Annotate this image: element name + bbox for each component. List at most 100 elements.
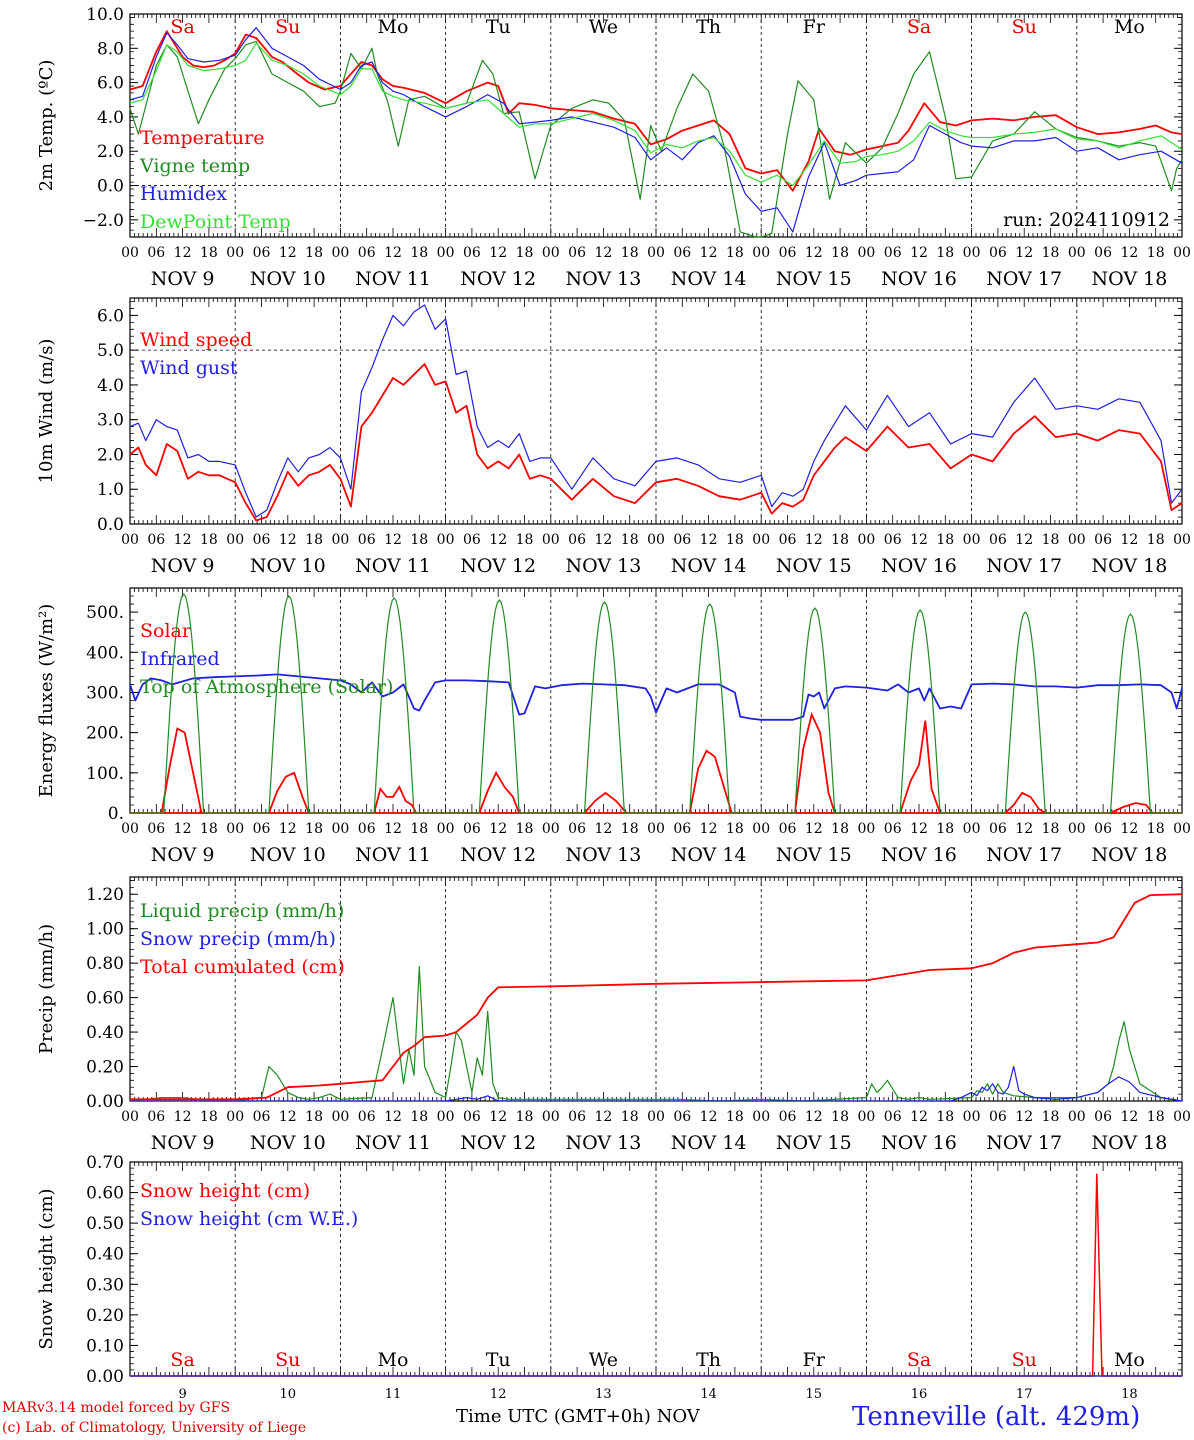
legend-entry: Humidex <box>140 183 227 205</box>
legend-entry: DewPoint Temp <box>140 211 291 233</box>
hour-tick-label: 12 <box>594 532 612 548</box>
legend-entry: Snow height (cm W.E.) <box>140 1208 358 1230</box>
hour-tick-label: 06 <box>463 821 481 837</box>
date-label: NOV 15 <box>776 268 852 290</box>
date-label: NOV 9 <box>151 555 215 577</box>
hour-tick-label: 12 <box>594 1109 612 1125</box>
hour-tick-label: 12 <box>1015 245 1033 261</box>
date-label: NOV 13 <box>565 1132 641 1154</box>
date-label: NOV 15 <box>776 555 852 577</box>
date-label: NOV 9 <box>151 268 215 290</box>
hour-tick-label: 18 <box>621 821 639 837</box>
date-label: NOV 15 <box>776 1132 852 1154</box>
date-label: NOV 11 <box>355 268 431 290</box>
bottom-day-number: 10 <box>280 1387 297 1402</box>
y-tick-label: 0.60 <box>86 989 124 1009</box>
day-name-bottom: Th <box>696 1349 721 1371</box>
hour-tick-label: 00 <box>542 1109 560 1125</box>
legend-entry: Top of Atmosphere (Solar) <box>140 676 393 698</box>
legend-entry: Wind gust <box>140 357 238 379</box>
hour-tick-label: 00 <box>121 1109 139 1125</box>
date-label: NOV 13 <box>565 268 641 290</box>
hour-tick-label: 06 <box>673 1109 691 1125</box>
hour-tick-label: 00 <box>331 1109 349 1125</box>
hour-tick-label: 18 <box>726 532 744 548</box>
hour-tick-label: 18 <box>200 1109 218 1125</box>
hour-tick-label: 18 <box>1042 1109 1060 1125</box>
hour-tick-label: 12 <box>174 821 192 837</box>
date-label: NOV 14 <box>671 555 747 577</box>
x-ticks <box>129 298 1183 524</box>
plot-frame <box>129 13 1183 238</box>
hour-tick-label: 18 <box>305 245 323 261</box>
legend-entry: Liquid precip (mm/h) <box>140 900 344 922</box>
y-tick-label: 500. <box>86 603 124 623</box>
hour-tick-label: 06 <box>989 821 1007 837</box>
series-line-infrared <box>129 673 1183 721</box>
hour-tick-label: 00 <box>226 821 244 837</box>
date-label: NOV 13 <box>565 555 641 577</box>
hour-tick-label: 06 <box>779 532 797 548</box>
hour-tick-label: 18 <box>831 245 849 261</box>
hour-tick-label: 06 <box>463 532 481 548</box>
date-label: NOV 16 <box>881 555 957 577</box>
hour-tick-label: 18 <box>1042 532 1060 548</box>
date-label: NOV 11 <box>355 844 431 866</box>
y-tick-label: 0.60 <box>86 1184 124 1204</box>
day-name-bottom: Mo <box>378 1349 409 1371</box>
y-minor-ticks <box>130 587 1182 814</box>
hour-tick-label: 00 <box>437 1109 455 1125</box>
hour-tick-label: 18 <box>621 245 639 261</box>
day-name-top: Th <box>696 16 721 38</box>
y-minor-ticks <box>130 301 1182 525</box>
lab-credit: (c) Lab. of Climatology, University of L… <box>2 1420 307 1436</box>
day-name-bottom: Sa <box>170 1349 194 1371</box>
series-line-liquid-precip-mm-h- <box>129 966 1183 1102</box>
y-tick-label: 0.00 <box>86 1367 124 1387</box>
hour-tick-label: 18 <box>936 821 954 837</box>
hour-tick-label: 00 <box>857 532 875 548</box>
y-tick-label: 200. <box>86 724 124 744</box>
hour-tick-label: 06 <box>253 821 271 837</box>
hour-tick-label: 00 <box>331 532 349 548</box>
hour-tick-label: 12 <box>594 821 612 837</box>
hour-tick-label: 06 <box>1094 245 1112 261</box>
hour-tick-label: 18 <box>1042 821 1060 837</box>
hour-tick-label: 00 <box>1173 821 1191 837</box>
hour-tick-label: 12 <box>700 821 718 837</box>
hour-tick-label: 06 <box>147 532 165 548</box>
hour-tick-label: 12 <box>384 532 402 548</box>
day-name-top: Fr <box>803 16 826 38</box>
bottom-day-number: 15 <box>806 1387 823 1402</box>
y-axis-title: 10m Wind (m/s) <box>36 339 57 484</box>
y-tick-label: 400. <box>86 643 124 663</box>
y-tick-label: 0.0 <box>97 177 124 197</box>
legend-entry: Solar <box>140 620 192 642</box>
y-tick-label: 2.0 <box>97 142 124 162</box>
hour-tick-label: 00 <box>647 532 665 548</box>
hour-tick-label: 06 <box>884 1109 902 1125</box>
legend-entry: Snow height (cm) <box>140 1180 310 1202</box>
hour-tick-label: 12 <box>910 1109 928 1125</box>
date-label: NOV 12 <box>460 1132 536 1154</box>
hour-tick-label: 06 <box>358 532 376 548</box>
hour-tick-label: 06 <box>779 821 797 837</box>
hour-tick-label: 18 <box>516 821 534 837</box>
day-name-top: Su <box>1012 16 1037 38</box>
hour-tick-label: 18 <box>516 245 534 261</box>
y-tick-label: 8.0 <box>97 39 124 59</box>
hour-tick-label: 18 <box>305 1109 323 1125</box>
hour-tick-label: 06 <box>358 245 376 261</box>
hour-tick-label: 00 <box>331 821 349 837</box>
date-label: NOV 11 <box>355 1132 431 1154</box>
y-tick-label: 6.0 <box>97 306 124 326</box>
x-ticks <box>129 14 1183 237</box>
y-tick-label: 2.0 <box>97 445 124 465</box>
hour-tick-label: 06 <box>989 1109 1007 1125</box>
hour-tick-label: 12 <box>279 821 297 837</box>
hour-tick-label: 12 <box>1015 532 1033 548</box>
hour-tick-label: 18 <box>1147 532 1165 548</box>
hour-tick-label: 12 <box>279 1109 297 1125</box>
hour-tick-label: 12 <box>594 245 612 261</box>
hour-tick-label: 00 <box>121 245 139 261</box>
